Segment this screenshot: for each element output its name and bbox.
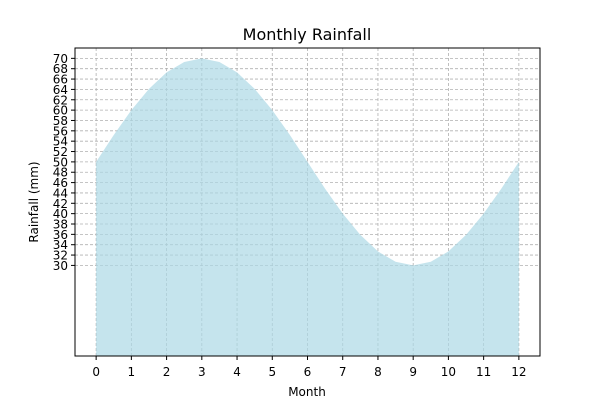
x-tick-label-10: 10: [441, 365, 456, 379]
y-tick-label-10: 50: [53, 155, 68, 169]
y-tick-label-16: 62: [53, 93, 68, 107]
y-tick-label-6: 42: [53, 197, 68, 211]
y-tick-label-18: 66: [53, 73, 68, 87]
x-tick-label-6: 6: [304, 365, 312, 379]
y-tick-label-14: 58: [53, 114, 68, 128]
chart-title: Monthly Rainfall: [243, 25, 372, 44]
x-tick-label-0: 0: [92, 365, 100, 379]
x-axis-ticks: 0 1 2 3 4 5 6 7 8 9 10 11 12: [92, 356, 527, 379]
y-tick-label-5: 40: [53, 207, 68, 221]
y-axis-ticks: 3032343638404244464850525456586062646668…: [53, 52, 75, 273]
rainfall-area: [96, 58, 519, 357]
y-axis-label: Rainfall (mm): [27, 161, 41, 242]
y-tick-label-8: 46: [53, 176, 68, 190]
x-tick-label-12: 12: [511, 365, 526, 379]
y-tick-label-3: 36: [53, 228, 68, 242]
x-tick-label-7: 7: [339, 365, 347, 379]
y-tick-label-9: 48: [53, 166, 68, 180]
x-tick-label-11: 11: [476, 365, 491, 379]
x-tick-label-1: 1: [128, 365, 136, 379]
y-tick-label-13: 56: [53, 124, 68, 138]
x-tick-label-8: 8: [374, 365, 382, 379]
x-tick-label-9: 9: [409, 365, 417, 379]
x-axis-label: Month: [288, 385, 326, 399]
y-tick-label-7: 44: [53, 186, 68, 200]
y-tick-label-12: 54: [53, 135, 68, 149]
x-tick-label-5: 5: [268, 365, 276, 379]
y-tick-label-1: 32: [53, 249, 68, 263]
x-tick-label-4: 4: [233, 365, 241, 379]
y-tick-label-0: 30: [53, 259, 68, 273]
y-tick-label-11: 52: [53, 145, 68, 159]
y-tick-label-20: 70: [53, 52, 68, 66]
y-tick-label-4: 38: [53, 218, 68, 232]
y-tick-label-15: 60: [53, 104, 68, 118]
x-tick-label-2: 2: [163, 365, 171, 379]
x-tick-label-3: 3: [198, 365, 206, 379]
y-tick-label-2: 34: [53, 238, 68, 252]
y-tick-label-17: 64: [53, 83, 68, 97]
y-tick-label-19: 68: [53, 62, 68, 76]
